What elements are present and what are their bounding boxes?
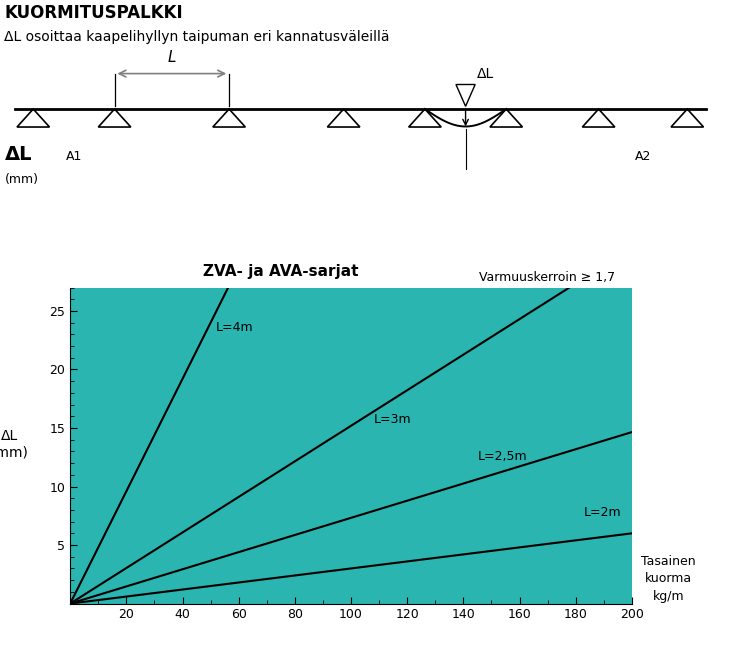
Text: kg/m: kg/m xyxy=(653,590,684,603)
Text: kuorma: kuorma xyxy=(645,572,692,585)
Text: ZVA- ja AVA-sarjat: ZVA- ja AVA-sarjat xyxy=(203,264,358,279)
Text: ΔL: ΔL xyxy=(477,67,494,80)
Text: Varmuuskerroin ≥ 1,7: Varmuuskerroin ≥ 1,7 xyxy=(479,271,615,284)
Text: ΔL osoittaa kaapelihyllyn taipuman eri kannatusväleillä: ΔL osoittaa kaapelihyllyn taipuman eri k… xyxy=(4,30,390,44)
Text: L=2m: L=2m xyxy=(584,506,621,519)
Text: L: L xyxy=(168,51,176,66)
Text: ΔL: ΔL xyxy=(4,145,32,164)
Text: A1: A1 xyxy=(66,150,82,163)
Text: KUORMITUSPALKKI: KUORMITUSPALKKI xyxy=(4,5,183,22)
Text: L=3m: L=3m xyxy=(373,413,411,426)
Text: L=2,5m: L=2,5m xyxy=(477,450,527,463)
Text: A2: A2 xyxy=(635,150,651,163)
Text: ΔL
(mm): ΔL (mm) xyxy=(0,430,29,459)
Text: Tasainen: Tasainen xyxy=(641,555,696,568)
Text: (mm): (mm) xyxy=(4,173,38,186)
Text: L=4m: L=4m xyxy=(217,321,254,334)
